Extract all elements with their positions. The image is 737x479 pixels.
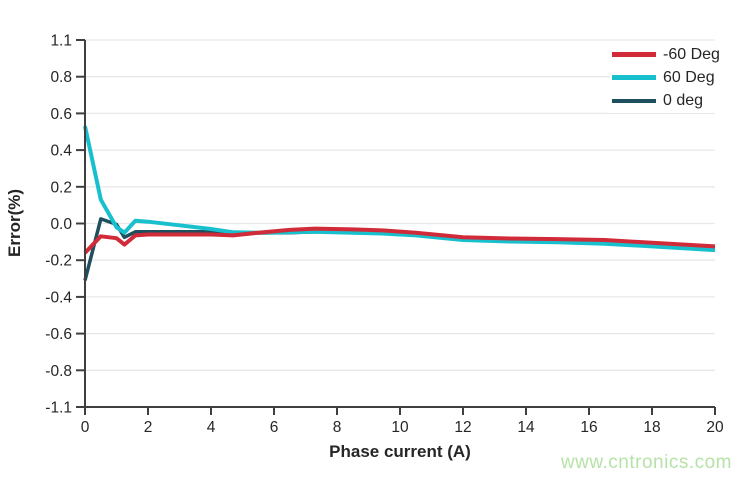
y-axis-title: Error(%) (5, 189, 24, 257)
y-tick-label: 1.1 (50, 33, 72, 50)
x-tick-label: 16 (580, 419, 597, 436)
legend-label: -60 Deg (663, 45, 720, 63)
y-tick-label: 0.8 (50, 69, 72, 86)
axis-titles: Error(%) Phase current (A) (5, 189, 471, 461)
y-tick-label: -0.6 (45, 326, 72, 343)
tick-marks (76, 39, 716, 415)
y-tick-label: 0.6 (50, 106, 72, 123)
y-tick-label: 0.0 (50, 216, 72, 233)
y-tick-label: 0.4 (50, 143, 72, 160)
x-tick-label: 20 (706, 419, 724, 436)
x-tick-label: 4 (207, 419, 216, 436)
y-tick-label: -0.4 (45, 289, 72, 306)
y-tick-label: -1.1 (45, 400, 72, 417)
x-tick-label: 18 (643, 419, 660, 436)
series-line--60-deg (83, 226, 716, 255)
x-tick-label: 0 (81, 419, 90, 436)
tick-labels: 1.1 0.8 0.6 0.4 0.2 0.0 -0.2 -0.4 -0.6 -0.8 -1.1 0 2… (45, 33, 724, 437)
x-tick-label: 2 (144, 419, 153, 436)
x-tick-label: 14 (517, 419, 535, 436)
x-tick-label: 12 (454, 419, 471, 436)
legend-label: 0 deg (663, 91, 704, 109)
series-line-0-deg (83, 217, 716, 281)
legend-item-0-deg: 0 deg (612, 89, 720, 112)
legend: -60 Deg 60 Deg 0 deg (610, 42, 722, 113)
legend-label: 60 Deg (663, 68, 715, 86)
legend-item-minus-60-deg: -60 Deg (612, 43, 720, 66)
watermark: www.cntronics.com (560, 452, 732, 473)
legend-swatch-0-deg (612, 98, 656, 103)
y-tick-label: 0.2 (50, 179, 72, 196)
x-tick-label: 10 (391, 419, 409, 436)
legend-item-60-deg: 60 Deg (612, 66, 720, 89)
series-line-60-deg (83, 125, 716, 253)
x-tick-label: 6 (270, 419, 279, 436)
legend-swatch-60-deg (612, 75, 656, 80)
legend-swatch-minus-60-deg (612, 52, 656, 57)
x-axis-title: Phase current (A) (329, 442, 471, 461)
series-lines (83, 125, 716, 281)
y-tick-label: -0.2 (45, 253, 72, 270)
y-tick-label: -0.8 (45, 363, 72, 380)
x-tick-label: 8 (333, 419, 342, 436)
